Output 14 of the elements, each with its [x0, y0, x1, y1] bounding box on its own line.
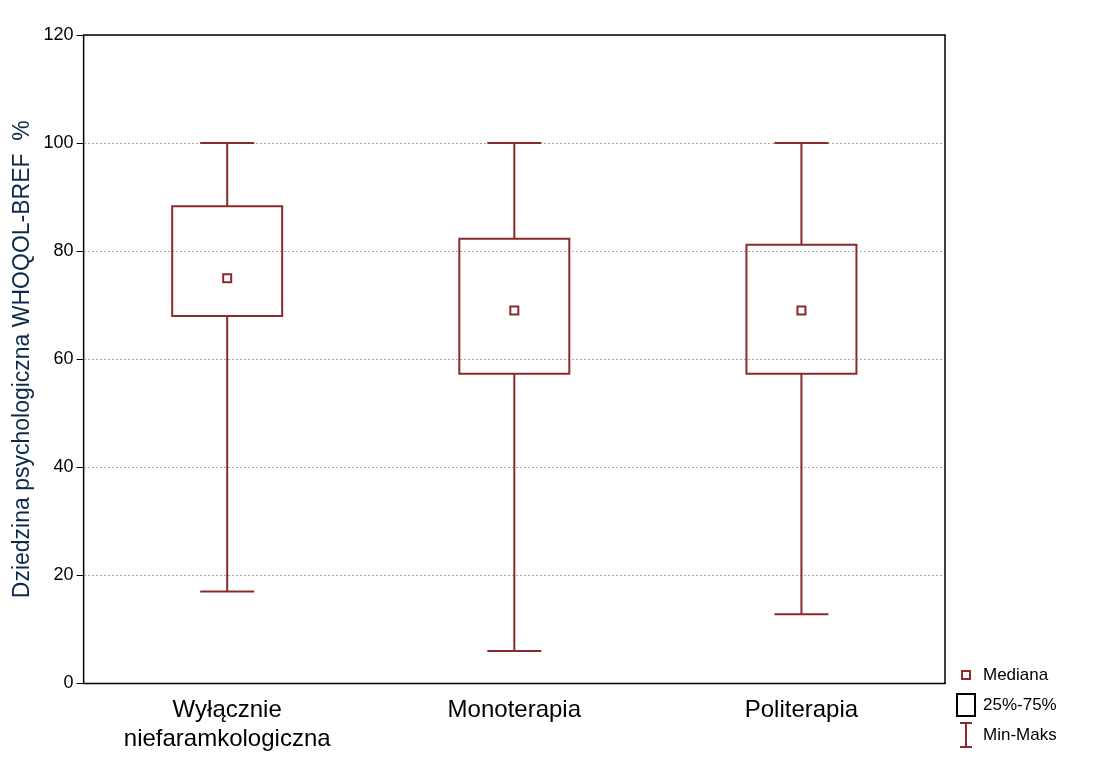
text: 25%-75%	[983, 695, 1057, 715]
x-tick-label: Wyłącznie niefaramkologiczna	[123, 695, 332, 752]
y-tick-label: 20	[53, 564, 74, 585]
y-tick-label: 80	[53, 240, 74, 261]
y-tick-label: 60	[53, 348, 74, 369]
y-tick-label: 40	[53, 456, 74, 477]
y-tick-label: 120	[43, 23, 74, 44]
y-tick-label: 0	[63, 672, 74, 693]
y-tick-label: 100	[43, 132, 74, 153]
text: Mediana	[983, 665, 1049, 685]
x-tick-label: Monoterapia	[447, 695, 582, 723]
text: Min-Maks	[983, 725, 1057, 745]
y-axis-title: Dziedzina psychologiczna WHOQOL-BREF %	[8, 120, 35, 599]
x-tick-label: Politerapia	[744, 695, 859, 723]
